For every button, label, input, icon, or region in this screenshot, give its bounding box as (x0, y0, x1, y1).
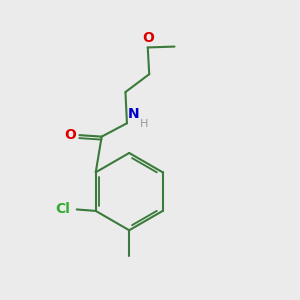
Text: O: O (142, 31, 154, 45)
Text: O: O (64, 128, 76, 142)
Text: H: H (140, 119, 148, 129)
Text: Cl: Cl (55, 202, 70, 216)
Text: N: N (128, 107, 139, 121)
